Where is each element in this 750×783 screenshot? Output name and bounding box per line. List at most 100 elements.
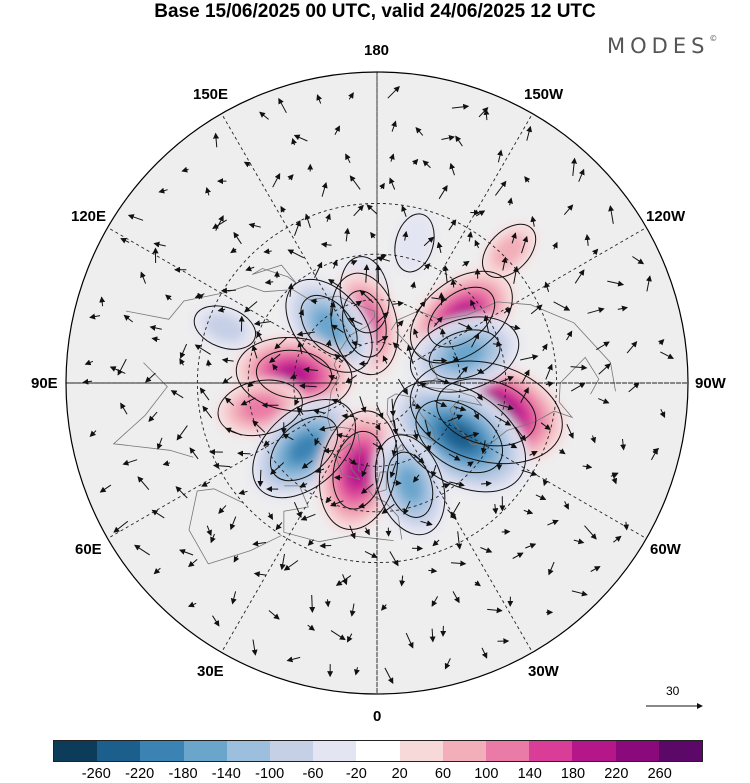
wind-vector xyxy=(240,397,256,406)
anomaly-contour-group xyxy=(193,305,257,350)
brand-logo: MODES© xyxy=(607,34,717,58)
coastline xyxy=(251,264,297,284)
wind-vector xyxy=(370,231,377,239)
wind-vector xyxy=(325,213,331,222)
wind-vector xyxy=(363,264,370,283)
wind-vector xyxy=(300,513,316,521)
wind-vector xyxy=(120,238,130,244)
wind-vector xyxy=(252,420,266,433)
wind-vector xyxy=(140,271,147,284)
wind-vector xyxy=(123,314,134,323)
colorbar-tick-label: -220 xyxy=(125,766,155,782)
wind-vector xyxy=(571,590,588,597)
coastline xyxy=(334,442,361,480)
wind-vector xyxy=(388,153,395,162)
wind-vector xyxy=(405,632,414,649)
anomaly-contour-group xyxy=(374,434,446,536)
wind-vector xyxy=(425,444,432,452)
wind-vector xyxy=(521,369,530,384)
wind-vector xyxy=(89,313,101,320)
wind-vector xyxy=(272,363,279,371)
wind-vector xyxy=(417,382,427,388)
longitude-label: 120W xyxy=(646,208,686,225)
wind-vector xyxy=(447,414,463,422)
wind-vector xyxy=(179,343,188,359)
wind-vector xyxy=(424,419,432,438)
wind-vector xyxy=(476,368,485,374)
wind-vector xyxy=(547,519,559,526)
wind-vector xyxy=(570,364,588,371)
anomaly-contour xyxy=(252,399,356,499)
wind-vector xyxy=(573,538,585,545)
wind-vector xyxy=(331,398,342,405)
anomaly-contour-group xyxy=(482,223,537,278)
wind-vector xyxy=(494,415,512,426)
wind-vector xyxy=(82,378,93,385)
wind-vector xyxy=(278,97,287,114)
wind-vector xyxy=(494,180,507,196)
anomaly-contour xyxy=(342,290,387,358)
wind-vector xyxy=(117,358,127,376)
anomaly-contour xyxy=(285,278,373,373)
wind-vector xyxy=(382,355,389,364)
wind-vector xyxy=(434,400,448,407)
wind-vector xyxy=(351,340,362,347)
anomaly-level xyxy=(397,466,423,504)
wind-vector xyxy=(296,330,315,337)
colorbar-tick-label: 260 xyxy=(647,766,672,782)
anomaly-contour-group xyxy=(409,360,563,465)
colorbar-swatch xyxy=(226,741,271,761)
wind-vector xyxy=(650,448,658,461)
map-border xyxy=(65,71,689,695)
wind-vector xyxy=(353,300,363,307)
wind-vector xyxy=(392,420,399,435)
coastline xyxy=(390,301,616,392)
wind-vector xyxy=(294,220,301,236)
wind-vector xyxy=(253,571,267,578)
wind-vector xyxy=(205,186,211,196)
wind-vector xyxy=(270,462,285,475)
wind-vector xyxy=(256,330,263,341)
wind-vector xyxy=(391,120,397,132)
wind-vector xyxy=(188,559,198,568)
colorbar-tick-label: -140 xyxy=(211,766,241,782)
wind-vector xyxy=(558,448,566,455)
wind-vector xyxy=(535,494,547,500)
wind-vector xyxy=(592,248,599,256)
wind-vector xyxy=(293,501,302,519)
anomaly-contour xyxy=(409,270,513,364)
wind-vector xyxy=(441,134,455,141)
wind-vector xyxy=(438,185,448,200)
meridian-line xyxy=(412,227,647,363)
colorbar xyxy=(53,740,703,762)
wind-vector xyxy=(487,607,503,614)
wind-vector xyxy=(350,260,358,266)
wind-vector xyxy=(507,197,513,206)
wind-vector xyxy=(372,442,384,450)
wind-vector xyxy=(393,300,404,307)
wind-vector xyxy=(122,459,138,466)
wind-vector xyxy=(329,301,336,317)
wind-vector xyxy=(584,234,591,246)
wind-vector xyxy=(462,260,470,267)
wind-vector xyxy=(251,344,258,359)
wind-vector xyxy=(658,338,665,346)
wind-vector xyxy=(432,357,448,364)
wind-vector xyxy=(263,440,270,447)
wind-vector xyxy=(287,249,305,259)
wind-vector xyxy=(134,544,150,556)
wind-vector xyxy=(423,236,435,247)
wind-vector xyxy=(521,469,538,477)
wind-vector xyxy=(294,397,300,406)
colorbar-labels: -260 -220 -180 -140 -100 -60 -20 20 60 100 140 180 2… xyxy=(0,766,750,783)
wind-vector xyxy=(389,460,398,479)
wind-vector xyxy=(233,555,240,563)
wind-vector xyxy=(563,204,574,216)
wind-vector xyxy=(529,451,538,457)
map-title: Base 15/06/2025 00 UTC, valid 24/06/2025… xyxy=(154,1,596,22)
wind-vector xyxy=(291,137,297,146)
wind-vector xyxy=(244,301,258,313)
wind-vector xyxy=(275,522,283,531)
wind-vector xyxy=(442,264,449,283)
wind-vector xyxy=(314,467,325,474)
